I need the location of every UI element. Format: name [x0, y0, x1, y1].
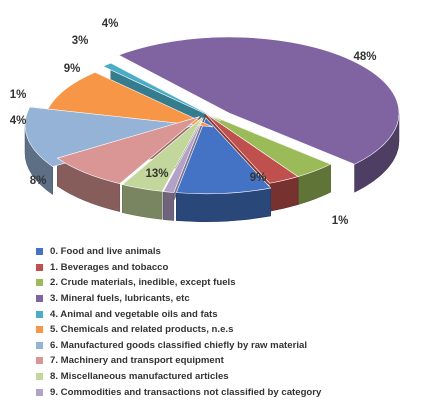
pie-value-label-1: 3% [72, 35, 89, 47]
pie-chart-svg: 9% 3% 4% 48% 1% 9% 13% 8% 4% 1% [10, 18, 400, 227]
pie-value-label-5: 9% [250, 172, 267, 184]
legend-label: 6. Manufactured goods classified chiefly… [50, 339, 307, 351]
pie-slice-4 [102, 62, 222, 122]
pie-value-label-9: 1% [332, 215, 349, 227]
pie-value-label-0: 9% [64, 63, 81, 75]
legend-swatch [36, 279, 43, 287]
legend-swatch [36, 341, 43, 349]
pie-value-label-2: 4% [102, 18, 119, 30]
legend-item: 7. Machinery and transport equipment [36, 353, 421, 369]
legend-label: 0. Food and live animals [50, 246, 161, 258]
pie-slice-8 [121, 117, 203, 192]
pie-value-label-3: 48% [353, 51, 376, 63]
legend-label: 8. Miscellaneous manufactured articles [50, 371, 229, 383]
legend-swatch [36, 357, 43, 365]
legend-item: 4. Animal and vegetable oils and fats [36, 306, 421, 322]
pie-slice-2 [204, 112, 332, 177]
legend-swatch [36, 310, 43, 318]
pie-tops [24, 36, 400, 195]
legend-label: 2. Crude materials, inedible, except fue… [50, 277, 236, 289]
legend-item: 0. Food and live animals [36, 244, 421, 260]
legend-item: 5. Chemicals and related products, n.e.s [36, 322, 421, 338]
legend-swatch [36, 373, 43, 381]
legend-item: 9. Commodities and transactions not clas… [36, 384, 421, 400]
legend-swatch [36, 326, 43, 334]
pie-slice-0 [175, 117, 272, 195]
pie-slice-7 [56, 116, 200, 184]
pie-value-label-8: 4% [10, 115, 27, 127]
pie-value-label-4: 1% [10, 89, 27, 101]
legend-swatch [36, 295, 43, 303]
legend-swatch [36, 263, 43, 271]
legend-label: 3. Mineral fuels, lubricants, etc [50, 293, 190, 305]
legend-label: 7. Machinery and transport equipment [50, 355, 224, 367]
pie-slice-9 [162, 117, 204, 193]
legend-swatch [36, 248, 43, 256]
pie-value-label-6: 13% [145, 168, 168, 180]
pie-slice-6 [24, 106, 196, 167]
legend-swatch [36, 388, 43, 396]
legend-item: 2. Crude materials, inedible, except fue… [36, 275, 421, 291]
legend-label: 5. Chemicals and related products, n.e.s [50, 324, 234, 336]
legend-item: 8. Miscellaneous manufactured articles [36, 369, 421, 385]
pie-value-label-7: 8% [30, 175, 47, 187]
legend-label: 1. Beverages and tobacco [50, 261, 169, 273]
legend-item: 3. Mineral fuels, lubricants, etc [36, 291, 421, 307]
legend-item: 1. Beverages and tobacco [36, 260, 421, 276]
chart-legend: 0. Food and live animals 1. Beverages and… [36, 244, 421, 400]
legend-label: 4. Animal and vegetable oils and fats [50, 308, 218, 320]
pie-slice-3 [118, 36, 400, 165]
legend-label: 9. Commodities and transactions not clas… [50, 386, 322, 398]
legend-item: 6. Manufactured goods classified chiefly… [36, 338, 421, 354]
